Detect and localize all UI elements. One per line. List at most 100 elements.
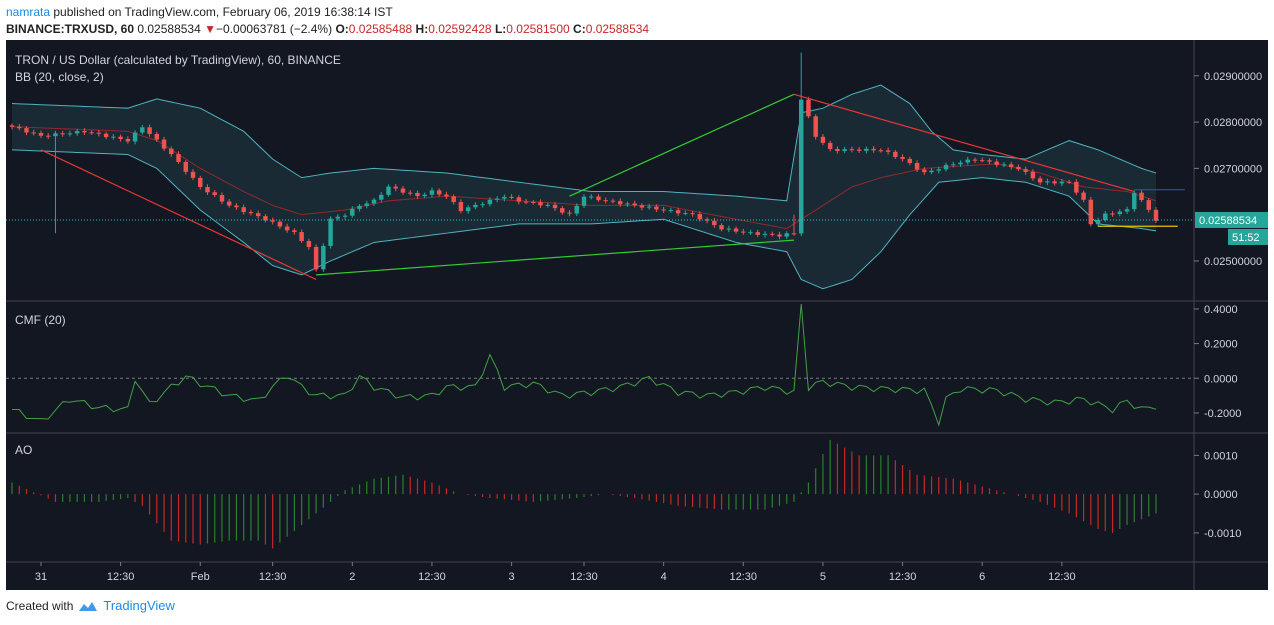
candle-body xyxy=(589,196,594,198)
brand-link[interactable]: TradingView xyxy=(103,598,175,613)
last-price-tag xyxy=(1195,211,1268,228)
time-tick-label: 3 xyxy=(509,571,515,583)
candle-body xyxy=(53,133,58,137)
candle-body xyxy=(198,177,203,188)
candle-body xyxy=(835,148,840,152)
candle-body xyxy=(24,128,29,133)
candle-body xyxy=(161,139,167,149)
cmf-tick-label: 0.4000 xyxy=(1204,304,1238,316)
candle-body xyxy=(994,161,999,165)
candle-body xyxy=(979,160,985,162)
candle-body xyxy=(103,133,109,138)
time-tick-label: 12:30 xyxy=(570,571,598,583)
candle-body xyxy=(972,159,978,161)
time-tick-label: 2 xyxy=(349,571,355,583)
price-pane[interactable] xyxy=(6,52,1194,290)
time-tick-label: 12:30 xyxy=(107,571,135,583)
candle-body xyxy=(965,159,970,163)
time-tick-label: Feb xyxy=(191,571,210,583)
cmf-tick-label: 0.0000 xyxy=(1204,373,1238,385)
candle-body xyxy=(386,186,391,195)
high-label: H: xyxy=(415,22,429,36)
candle-body xyxy=(183,162,189,172)
candle-body xyxy=(791,233,797,235)
cmf-pane[interactable] xyxy=(6,303,1194,427)
publish-line: namrata published on TradingView.com, Fe… xyxy=(6,5,393,19)
candle-body xyxy=(328,218,333,246)
candle-body xyxy=(690,213,695,215)
candle-body xyxy=(400,188,406,193)
candle-body xyxy=(625,203,630,205)
candle-body xyxy=(458,202,464,212)
last-price-tag-text: 0.02588534 xyxy=(1199,215,1257,227)
low-label: L: xyxy=(494,22,507,36)
candle-body xyxy=(422,194,427,197)
countdown-tag xyxy=(1228,228,1268,245)
time-tick-label: 4 xyxy=(661,571,667,583)
candle-body xyxy=(864,148,869,151)
candle-body xyxy=(712,220,717,226)
candle-body xyxy=(1103,213,1108,220)
candle-body xyxy=(726,228,732,230)
trendline-down xyxy=(40,149,317,281)
candle-body xyxy=(89,132,94,134)
candle-body xyxy=(798,99,804,234)
tradingview-cloud-icon xyxy=(79,601,98,611)
candle-body xyxy=(226,201,232,206)
bollinger-upper-line xyxy=(11,84,1157,202)
chart-background xyxy=(6,40,1268,590)
candle-body xyxy=(900,156,905,159)
cmf-legend: CMF (20) xyxy=(15,313,66,327)
candle-body xyxy=(393,186,398,189)
candle-body xyxy=(270,220,275,222)
candle-body xyxy=(17,126,22,129)
candle-body xyxy=(1037,178,1043,183)
candle-body xyxy=(741,231,746,233)
candle-body xyxy=(1139,192,1144,201)
candle-body xyxy=(856,149,862,151)
candle-body xyxy=(96,132,102,134)
candle-body xyxy=(668,210,674,212)
candle-body xyxy=(697,214,703,220)
price-axis[interactable]: 0.02900000 0.02800000 0.02700000 0.02500000… xyxy=(1194,71,1268,540)
candle-body xyxy=(1074,181,1079,193)
candle-body xyxy=(321,245,326,270)
ao-tick-label: -0.0010 xyxy=(1204,528,1241,540)
candle-body xyxy=(1146,200,1151,210)
candle-body xyxy=(415,192,420,197)
ao-pane[interactable] xyxy=(11,439,1157,549)
time-tick-label: 12:30 xyxy=(418,571,446,583)
close-value: 0.02588534 xyxy=(585,22,650,36)
candle-body xyxy=(958,162,963,165)
time-tick-label: 12:30 xyxy=(730,571,758,583)
candle-body xyxy=(169,148,174,155)
candle-body xyxy=(284,226,290,231)
candle-body xyxy=(538,202,543,206)
time-axis[interactable]: 31 12:30 Feb 12:30 2 12:30 3 12:30 4 12:30 5 12:30 6… xyxy=(35,562,1076,583)
candle-body xyxy=(545,204,551,206)
time-tick-label: 12:30 xyxy=(1048,571,1076,583)
cmf-tick-label: -0.2000 xyxy=(1204,408,1241,420)
candle-body xyxy=(31,132,36,134)
candle-body xyxy=(38,132,44,136)
candle-body xyxy=(451,196,456,203)
candle-body xyxy=(1110,213,1115,215)
price-tick-label: 0.02500000 xyxy=(1204,256,1262,268)
candle-body xyxy=(987,160,992,162)
candle-body xyxy=(639,205,645,208)
candle-body xyxy=(936,169,942,171)
candle-body xyxy=(784,233,789,237)
time-tick-label: 5 xyxy=(820,571,826,583)
candle-body xyxy=(813,116,818,137)
time-tick-label: 6 xyxy=(979,571,985,583)
candle-body xyxy=(465,207,471,212)
candle-body xyxy=(632,203,637,206)
trendline-up xyxy=(569,93,795,197)
candle-body xyxy=(531,202,536,204)
candle-body xyxy=(357,205,362,209)
candle-body xyxy=(560,208,565,213)
chart-canvas[interactable]: 0.02900000 0.02800000 0.02700000 0.02500000… xyxy=(6,40,1268,590)
candle-body xyxy=(140,127,145,133)
author-link[interactable]: namrata xyxy=(6,5,51,19)
candle-body xyxy=(219,194,225,202)
